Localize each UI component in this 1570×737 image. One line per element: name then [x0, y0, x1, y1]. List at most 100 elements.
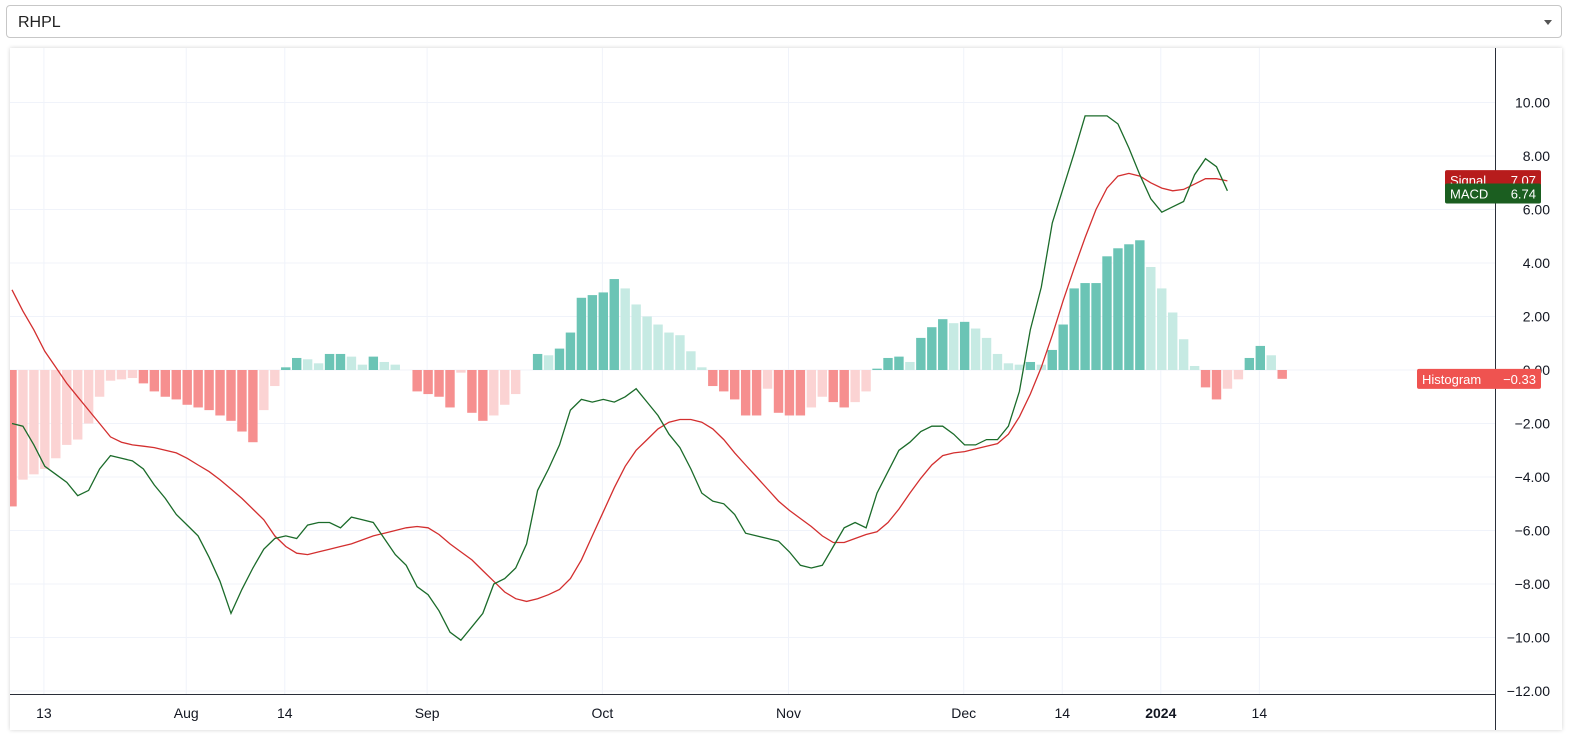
histogram-bar	[872, 368, 882, 370]
histogram-bar	[1146, 267, 1156, 370]
histogram-bar	[94, 370, 105, 397]
histogram-bar	[1091, 283, 1101, 370]
histogram-bar	[40, 370, 50, 469]
histogram-bar	[467, 370, 477, 413]
histogram-bar	[226, 370, 236, 421]
histogram-bar	[850, 370, 860, 403]
price-tick-label: −2.00	[1515, 416, 1551, 432]
histogram-bar	[357, 364, 368, 370]
histogram-bar	[160, 370, 170, 397]
histogram-bar	[51, 370, 61, 459]
histogram-bar	[292, 357, 302, 370]
histogram-bar	[959, 321, 970, 370]
price-tick-label: 2.00	[1523, 309, 1550, 325]
histogram-bar	[1058, 324, 1068, 370]
histogram-bar	[1135, 240, 1145, 370]
macd-badge: MACD 6.74	[1445, 183, 1541, 204]
chevron-down-icon[interactable]	[1544, 20, 1552, 25]
histogram-bar	[138, 370, 149, 384]
histogram-bar	[1069, 288, 1079, 370]
histogram-bar	[1014, 364, 1025, 370]
histogram-bar	[313, 363, 324, 370]
time-tick-label: 14	[277, 705, 293, 721]
macd-badge-label: MACD	[1450, 186, 1488, 201]
histogram-bar	[1080, 283, 1090, 370]
histogram-bar	[248, 370, 258, 443]
histogram-bar	[10, 370, 17, 507]
histogram-badge-label: Histogram	[1422, 372, 1481, 387]
price-tick-label: 10.00	[1515, 95, 1550, 111]
histogram-bar	[642, 316, 652, 370]
histogram-bar	[631, 304, 641, 370]
histogram-bar	[839, 370, 849, 408]
histogram-bar	[18, 370, 28, 480]
histogram-bar	[1003, 363, 1014, 370]
histogram-bar	[927, 327, 937, 370]
histogram-bar	[127, 370, 138, 379]
histogram-bar	[281, 367, 291, 370]
histogram-bar	[762, 370, 773, 389]
histogram-bar	[105, 370, 116, 381]
macd-chart[interactable]: 10.008.006.004.002.000.00−2.00−4.00−6.00…	[10, 48, 1562, 730]
histogram-bar	[806, 370, 817, 408]
histogram-bar	[905, 361, 915, 370]
histogram-bar	[259, 370, 269, 411]
histogram-bar	[587, 295, 598, 370]
histogram-bar	[828, 370, 838, 403]
price-tick-label: 4.00	[1523, 255, 1550, 271]
histogram-bar	[390, 364, 400, 370]
time-tick-label: 14	[1252, 705, 1268, 721]
histogram-bar	[1102, 256, 1112, 370]
histogram-bar	[1244, 357, 1255, 370]
histogram-bar	[379, 361, 389, 370]
histogram-bar	[1200, 370, 1211, 388]
chart-panel[interactable]: 10.008.006.004.002.000.00−2.00−4.00−6.00…	[10, 48, 1562, 730]
price-axis[interactable]: 10.008.006.004.002.000.00−2.00−4.00−6.00…	[1507, 95, 1550, 700]
histogram-bar	[719, 370, 729, 392]
histogram-bar	[675, 335, 685, 370]
histogram-bar	[149, 370, 160, 392]
histogram-badge: Histogram −0.33	[1417, 368, 1541, 389]
histogram-bar	[861, 370, 871, 392]
histogram-bar	[500, 370, 510, 405]
price-tick-label: −12.00	[1507, 683, 1550, 699]
histogram-bar	[598, 292, 608, 370]
histogram-bar	[1168, 312, 1178, 370]
histogram-bar	[1277, 370, 1287, 379]
time-tick-label: 2024	[1145, 705, 1176, 721]
time-tick-label: 13	[36, 705, 52, 721]
histogram-badge-value: −0.33	[1503, 372, 1536, 387]
time-tick-label: Dec	[951, 705, 976, 721]
histogram-bar	[730, 370, 740, 400]
signal-line	[11, 172, 1228, 603]
histogram-bar	[697, 367, 707, 370]
histogram-bar	[423, 370, 433, 395]
histogram-bar	[270, 370, 280, 387]
symbol-select[interactable]: RHPL	[6, 5, 1562, 38]
histogram-bar	[686, 351, 696, 370]
histogram-bar	[817, 370, 827, 397]
histogram-bar	[609, 279, 619, 370]
histogram-bar	[73, 370, 83, 440]
histogram-bar	[1047, 349, 1057, 370]
histogram-bar	[543, 355, 554, 370]
histogram-bar	[324, 353, 335, 370]
histogram-bar	[992, 353, 1003, 370]
histogram-bar	[489, 370, 499, 416]
histogram-bar	[916, 337, 926, 370]
histogram-bar	[1211, 370, 1222, 400]
histogram-bar	[1124, 244, 1134, 370]
histogram-bar	[1189, 365, 1200, 370]
macd-badge-value: 6.74	[1511, 186, 1536, 201]
histogram-bar	[883, 357, 893, 370]
time-axis[interactable]: 13 Aug 14 Sep Oct Nov Dec 14 2024 14	[36, 705, 1267, 721]
histogram-bar	[182, 370, 192, 405]
histogram-bar	[434, 370, 444, 397]
histogram-bar	[116, 370, 127, 380]
histogram-bar	[204, 370, 214, 411]
histogram-bar	[949, 323, 959, 370]
histogram-bar	[1222, 370, 1233, 389]
histogram-bar	[708, 370, 718, 387]
histogram-bar	[751, 370, 762, 416]
histogram-bar	[576, 297, 587, 370]
